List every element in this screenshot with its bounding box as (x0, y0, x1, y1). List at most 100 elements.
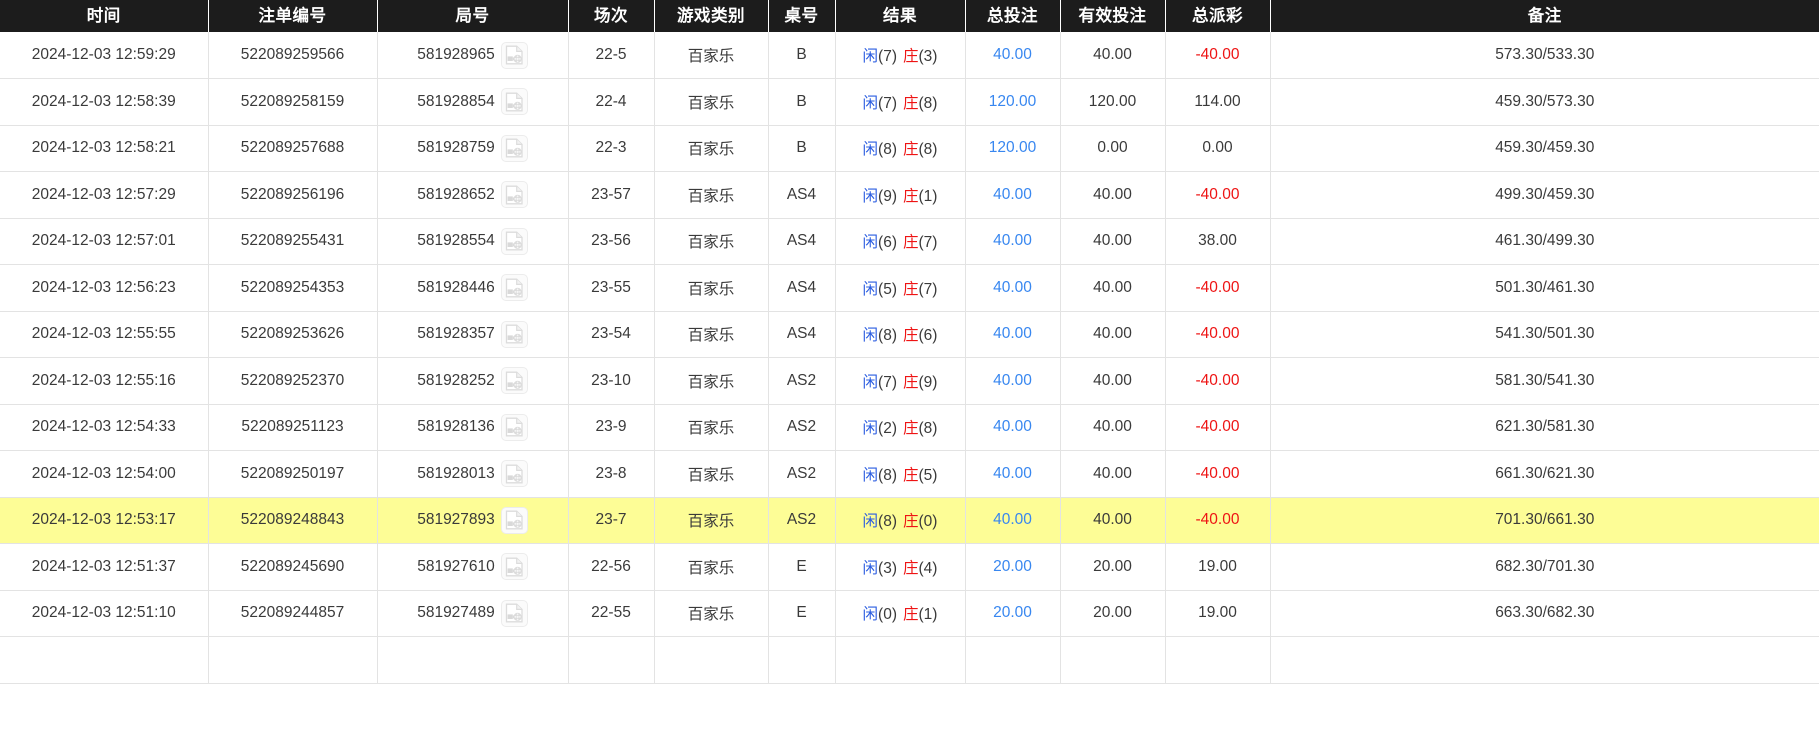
cell-round[interactable]: 581928652 (377, 171, 569, 219)
cell-round[interactable]: 581927489 (377, 590, 569, 637)
table-row[interactable]: 2024-12-03 12:51:37 522089245690 581927610… (0, 543, 1819, 591)
table-body: 2024-12-03 12:59:29 522089259566 581928965… (0, 32, 1819, 684)
cell-round[interactable]: 581928554 (377, 218, 569, 265)
table-row[interactable]: 2024-12-03 12:56:23 522089254353 581928446… (0, 264, 1819, 312)
cell-round[interactable] (377, 636, 569, 684)
column-header-valid[interactable]: 有效投注 (1060, 0, 1166, 32)
time-value: 2024-12-03 12:54:00 (31, 464, 176, 482)
bet-value: 40.00 (993, 371, 1032, 389)
column-header-round[interactable]: 局号 (377, 0, 569, 32)
cell-time: 2024-12-03 12:53:17 (0, 497, 209, 544)
video-replay-icon[interactable] (500, 41, 528, 69)
video-replay-icon[interactable] (500, 460, 528, 488)
cell-bet: 20.00 (965, 590, 1061, 637)
cell-round[interactable]: 581928357 (377, 311, 569, 358)
column-header-time[interactable]: 时间 (0, 0, 209, 32)
cell-bet: 40.00 (965, 404, 1061, 451)
table-row[interactable]: 2024-12-03 12:57:01 522089255431 581928554… (0, 218, 1819, 265)
cell-valid: 20.00 (1060, 590, 1166, 637)
cell-round[interactable]: 581927893 (377, 497, 569, 544)
video-replay-icon[interactable] (500, 320, 528, 348)
result-player-score: (2) (878, 420, 897, 438)
cell-remark: 682.30/701.30 (1270, 543, 1819, 591)
cell-session: 22-56 (568, 543, 655, 591)
cell-round[interactable]: 581928136 (377, 404, 569, 451)
column-header-game[interactable]: 游戏类别 (654, 0, 769, 32)
table-row[interactable]: 2024-12-03 12:54:33 522089251123 581928136… (0, 404, 1819, 451)
table-value: B (796, 92, 807, 110)
video-replay-icon[interactable] (500, 413, 528, 441)
cell-remark: 459.30/573.30 (1270, 78, 1819, 126)
cell-result: 闲(7) 庄(8) (835, 78, 966, 126)
round-number: 581928136 (417, 418, 495, 436)
table-row[interactable]: 2024-12-03 12:57:29 522089256196 581928652… (0, 171, 1819, 219)
remark-value: 581.30/541.30 (1495, 371, 1595, 389)
session-value: 22-5 (595, 46, 627, 63)
table-header-row: 时间 注单编号 局号 场次 游戏类别 桌号 结果 总投注 有效投注 总派彩 备注 (0, 0, 1819, 32)
video-replay-icon[interactable] (500, 274, 528, 302)
video-replay-icon[interactable] (500, 367, 528, 395)
video-replay-icon[interactable] (500, 506, 528, 534)
column-header-bet[interactable]: 总投注 (965, 0, 1061, 32)
column-header-remark[interactable]: 备注 (1270, 0, 1819, 32)
cell-game: 百家乐 (654, 78, 769, 126)
cell-session (568, 636, 655, 684)
cell-time: 2024-12-03 12:55:16 (0, 357, 209, 405)
result-player-score: (8) (878, 513, 897, 531)
cell-order: 522089245690 (208, 543, 378, 591)
table-row[interactable]: 2024-12-03 12:55:16 522089252370 581928252… (0, 357, 1819, 405)
video-replay-icon[interactable] (500, 227, 528, 255)
table-row[interactable]: 2024-12-03 12:54:00 522089250197 581928013… (0, 450, 1819, 498)
game-value: 百家乐 (687, 280, 735, 298)
table-row[interactable]: 2024-12-03 12:59:29 522089259566 581928965… (0, 32, 1819, 79)
table-row-selected[interactable]: 2024-12-03 12:53:17 522089248843 581927893… (0, 497, 1819, 544)
table-row[interactable]: 2024-12-03 12:58:39 522089258159 581928854… (0, 78, 1819, 126)
cell-round[interactable]: 581927610 (377, 543, 569, 591)
cell-result: 闲(7) 庄(9) (835, 357, 966, 405)
session-value: 23-55 (591, 278, 631, 296)
column-header-order[interactable]: 注单编号 (208, 0, 378, 32)
valid-value: 40.00 (1093, 418, 1132, 436)
video-replay-icon[interactable] (500, 134, 528, 162)
result-banker-score: (0) (918, 513, 938, 531)
column-header-payout[interactable]: 总派彩 (1165, 0, 1271, 32)
column-header-session[interactable]: 场次 (568, 0, 655, 32)
cell-time: 2024-12-03 12:54:33 (0, 404, 209, 451)
cell-remark: 663.30/682.30 (1270, 590, 1819, 637)
round-number-with-replay: 581928446 (417, 274, 528, 302)
remark-value: 501.30/461.30 (1495, 278, 1595, 296)
cell-session: 23-55 (568, 264, 655, 312)
cell-time: 2024-12-03 12:58:39 (0, 78, 209, 126)
cell-payout: -40.00 (1165, 357, 1271, 405)
remark-value: 663.30/682.30 (1495, 604, 1595, 622)
cell-session: 23-7 (568, 497, 655, 544)
table-row[interactable] (0, 636, 1819, 684)
cell-bet: 40.00 (965, 218, 1061, 265)
cell-payout: -40.00 (1165, 264, 1271, 312)
cell-valid: 40.00 (1060, 404, 1166, 451)
cell-session: 23-8 (568, 450, 655, 498)
table-row[interactable]: 2024-12-03 12:51:10 522089244857 581927489… (0, 590, 1819, 637)
cell-order: 522089254353 (208, 264, 378, 312)
column-header-table[interactable]: 桌号 (768, 0, 836, 32)
video-replay-icon[interactable] (500, 88, 528, 116)
video-replay-icon[interactable] (500, 553, 528, 581)
valid-value: 40.00 (1093, 371, 1132, 389)
cell-round[interactable]: 581928854 (377, 78, 569, 126)
table-row[interactable]: 2024-12-03 12:58:21 522089257688 581928759… (0, 125, 1819, 172)
time-value: 2024-12-03 12:58:21 (31, 139, 176, 157)
table-row[interactable]: 2024-12-03 12:55:55 522089253626 581928357… (0, 311, 1819, 358)
result-banker-score: (1) (918, 606, 938, 624)
cell-round[interactable]: 581928252 (377, 357, 569, 405)
session-value: 23-10 (591, 371, 631, 389)
cell-round[interactable]: 581928446 (377, 264, 569, 312)
cell-round[interactable]: 581928013 (377, 450, 569, 498)
cell-round[interactable]: 581928965 (377, 32, 569, 79)
round-number-with-replay: 581928554 (417, 227, 528, 255)
cell-round[interactable]: 581928759 (377, 125, 569, 172)
video-replay-icon[interactable] (500, 181, 528, 209)
video-replay-icon[interactable] (500, 599, 528, 627)
payout-value: -40.00 (1195, 46, 1240, 63)
table-value: AS4 (786, 185, 817, 203)
column-header-result[interactable]: 结果 (835, 0, 966, 32)
